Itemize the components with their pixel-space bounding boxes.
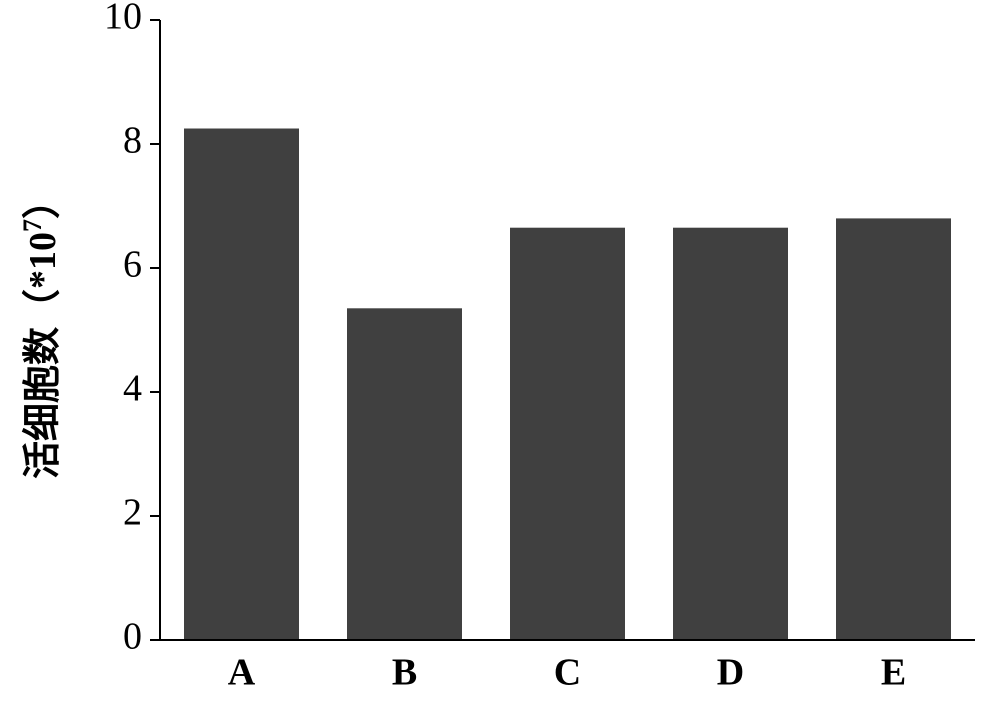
x-category-label: A bbox=[228, 651, 256, 693]
y-tick-label: 4 bbox=[123, 368, 142, 410]
y-tick-label: 0 bbox=[123, 616, 142, 658]
bar-chart: 0246810ABCDE活细胞数（*107） bbox=[0, 0, 1000, 717]
bar-D bbox=[673, 228, 788, 640]
bar-B bbox=[347, 308, 462, 640]
y-tick-label: 2 bbox=[123, 492, 142, 534]
x-category-label: C bbox=[554, 651, 581, 693]
x-category-label: D bbox=[717, 651, 744, 693]
x-category-label: E bbox=[881, 651, 906, 693]
y-tick-label: 8 bbox=[123, 120, 142, 162]
y-tick-label: 10 bbox=[104, 0, 142, 38]
x-category-label: B bbox=[392, 651, 417, 693]
bar-C bbox=[510, 228, 625, 640]
chart-container: 0246810ABCDE活细胞数（*107） bbox=[0, 0, 1000, 717]
y-tick-label: 6 bbox=[123, 244, 142, 286]
bar-E bbox=[836, 218, 951, 640]
bar-A bbox=[184, 129, 299, 641]
